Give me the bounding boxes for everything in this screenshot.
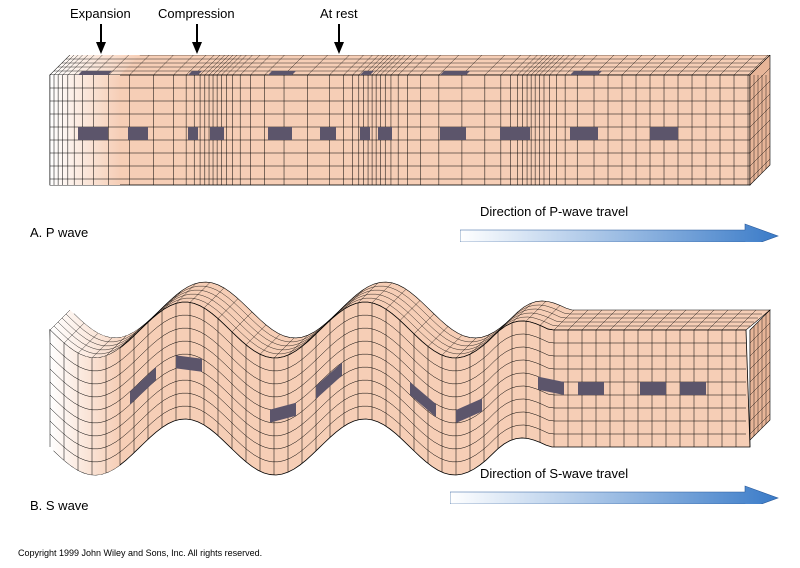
arrow-compression-head	[192, 42, 202, 54]
pwave-block	[30, 55, 790, 215]
pwave-caption: A. P wave	[30, 225, 88, 240]
swave-caption: B. S wave	[30, 498, 89, 513]
label-compression: Compression	[158, 6, 235, 21]
arrow-expansion-head	[96, 42, 106, 54]
arrow-expansion-shaft	[100, 24, 102, 42]
pwave-direction-label: Direction of P-wave travel	[480, 204, 628, 219]
copyright-text: Copyright 1999 John Wiley and Sons, Inc.…	[18, 548, 262, 558]
label-atrest: At rest	[320, 6, 358, 21]
pwave-direction-arrow	[460, 222, 780, 242]
arrow-atrest-head	[334, 42, 344, 54]
arrow-compression-shaft	[196, 24, 198, 42]
label-expansion: Expansion	[70, 6, 131, 21]
swave-direction-label: Direction of S-wave travel	[480, 466, 628, 481]
diagram-root: Expansion Compression At rest	[0, 0, 800, 568]
arrow-atrest-shaft	[338, 24, 340, 42]
swave-block	[30, 280, 790, 480]
pwave-svg	[30, 55, 790, 215]
swave-direction-arrow	[450, 484, 780, 504]
swave-svg	[30, 280, 790, 480]
